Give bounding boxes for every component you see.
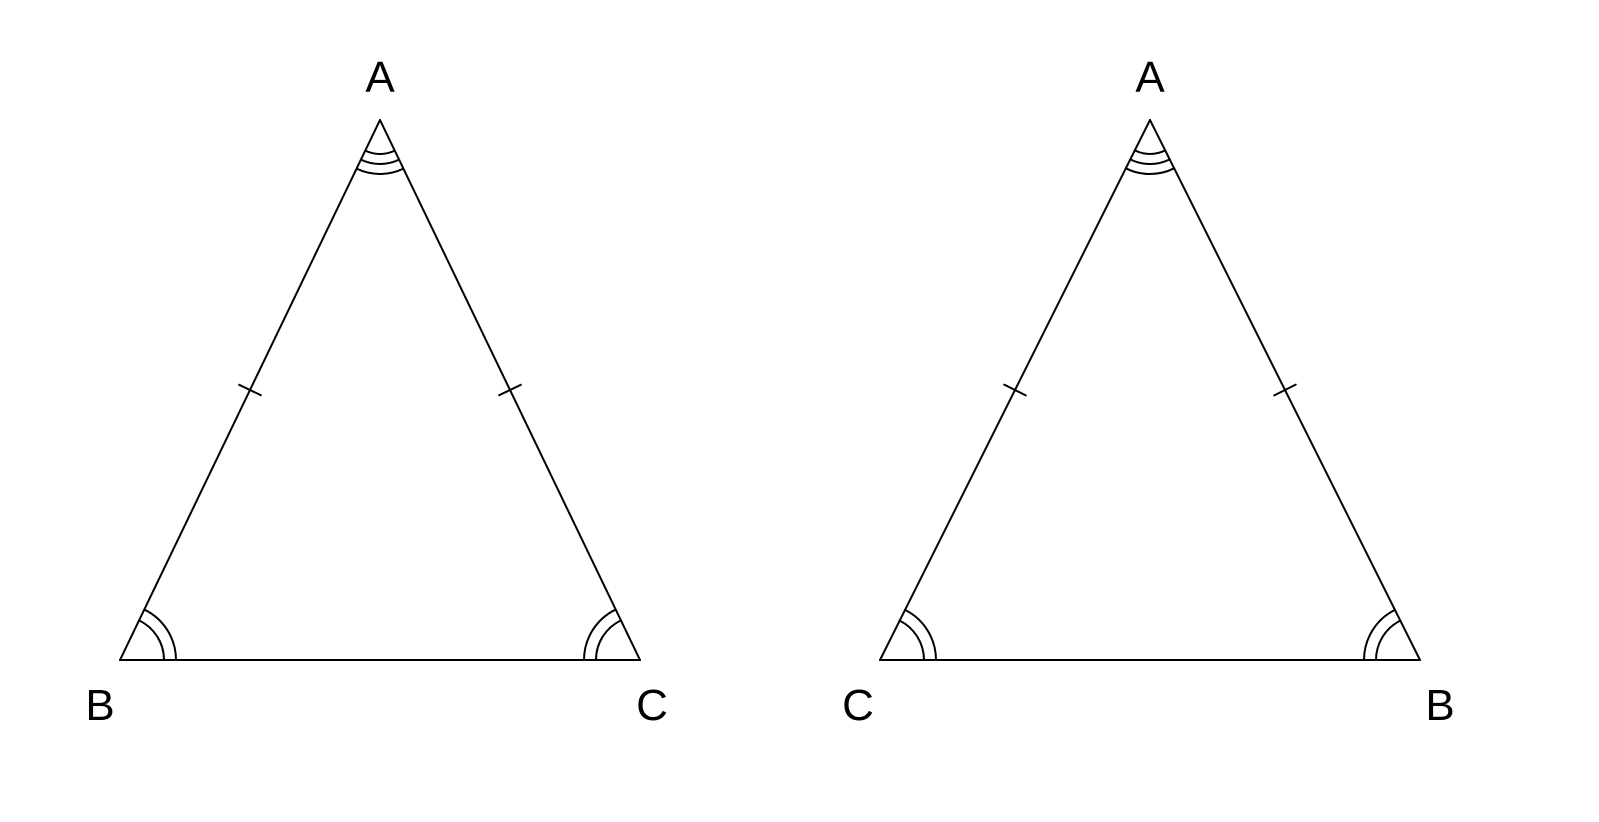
vertex-label-left-B: B [85, 681, 114, 730]
vertex-label-right-C: C [842, 681, 874, 730]
vertex-label-left-A: A [365, 53, 395, 102]
vertex-label-right-A: A [1135, 53, 1165, 102]
vertex-label-right-B: B [1425, 681, 1454, 730]
diagram-canvas: A B C A C B [0, 0, 1599, 822]
vertex-label-left-C: C [636, 681, 668, 730]
